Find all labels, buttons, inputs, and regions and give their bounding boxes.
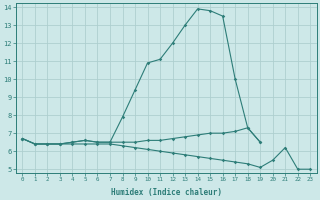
X-axis label: Humidex (Indice chaleur): Humidex (Indice chaleur) <box>111 188 222 197</box>
